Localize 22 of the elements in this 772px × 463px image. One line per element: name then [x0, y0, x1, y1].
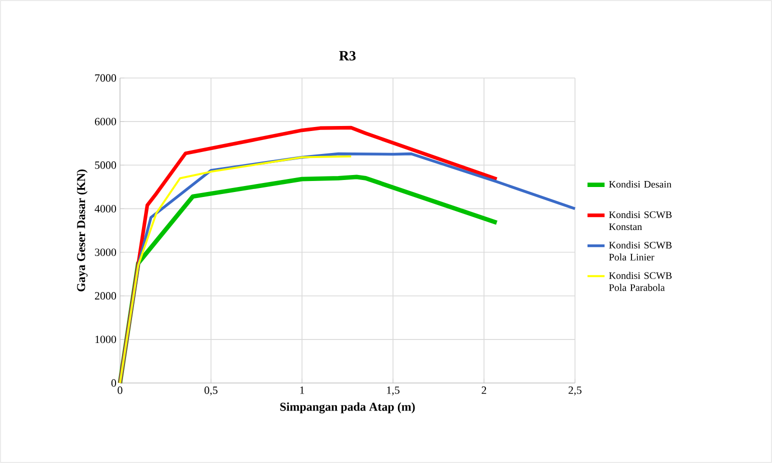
legend-label: Kondisi SCWB Konstan — [609, 211, 672, 230]
y-tick-label: 0 — [111, 379, 116, 387]
y-axis-title: Gaya Geser Dasar (KN) — [76, 170, 88, 292]
y-tick-label: 7000 — [95, 74, 116, 82]
legend-label: Kondisi Desain — [609, 180, 672, 188]
chart-title: R3 — [339, 51, 356, 60]
x-tick-label: 0 — [118, 386, 122, 394]
x-tick-label: 1 — [300, 386, 304, 394]
legend-label: Kondisi SCWB Pola Parabola — [609, 272, 672, 291]
legend-label: Kondisi SCWB Pola Linier — [609, 241, 672, 261]
x-tick-label: 0,5 — [204, 386, 218, 396]
x-tick-label: 2 — [482, 386, 486, 394]
y-tick-label: 1000 — [95, 336, 116, 344]
x-axis-title: Simpangan pada Atap (m) — [280, 402, 415, 414]
y-tick-label: 3000 — [95, 248, 116, 256]
y-tick-label: 6000 — [94, 118, 116, 126]
y-tick-label: 5000 — [95, 161, 116, 169]
x-tick-label: 1,5 — [387, 386, 400, 396]
line-series — [119, 155, 352, 384]
y-tick-label: 2000 — [94, 292, 116, 300]
y-tick-label: 4000 — [94, 205, 116, 212]
x-tick-label: 2,5 — [568, 386, 582, 396]
